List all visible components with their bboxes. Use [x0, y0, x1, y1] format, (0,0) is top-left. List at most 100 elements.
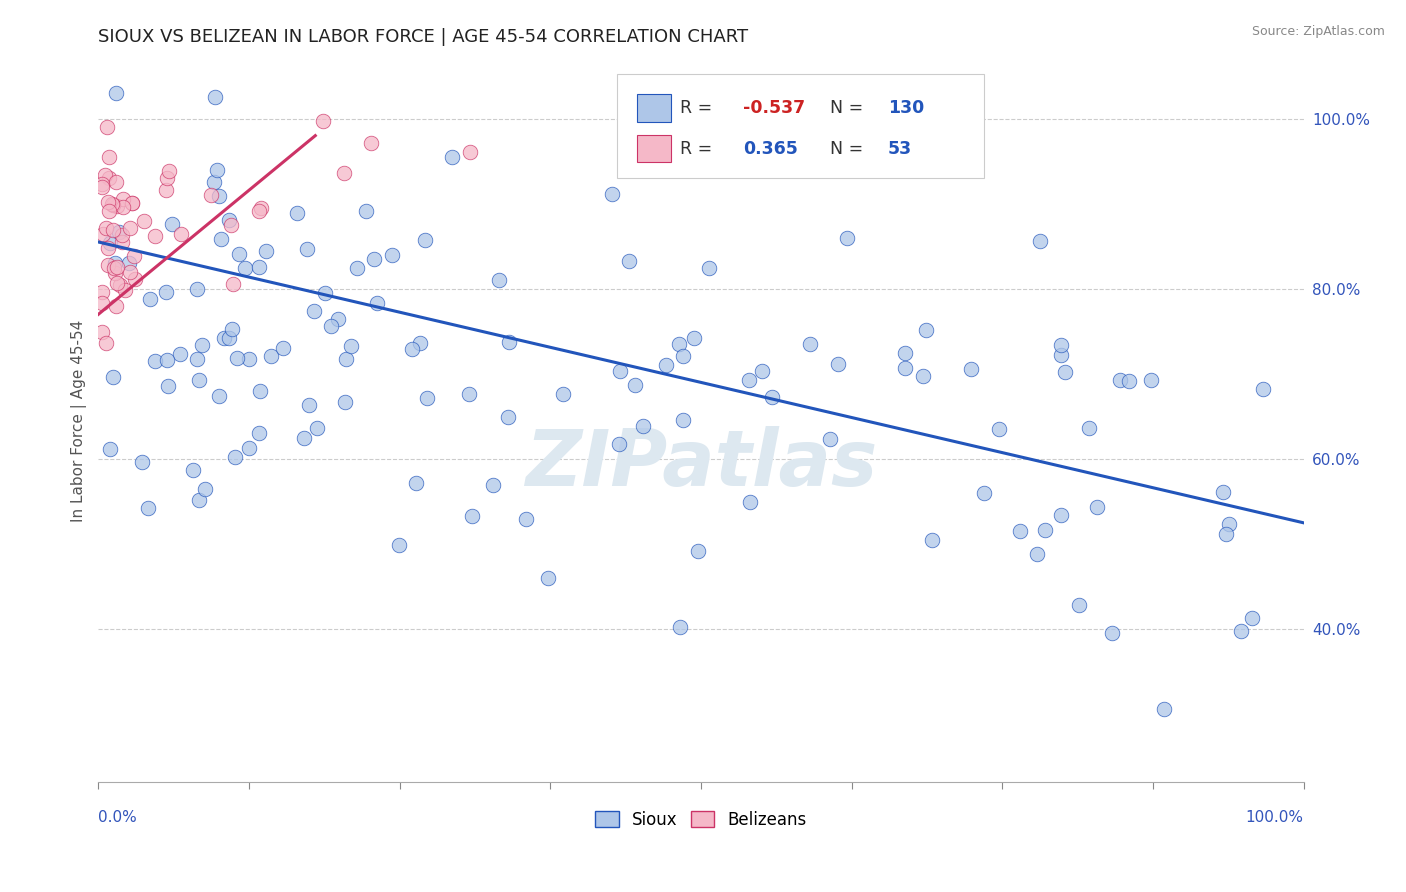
Point	[101, 197, 124, 211]
Point	[623, 377, 645, 392]
Point	[186, 283, 208, 297]
Point	[91, 296, 114, 310]
Text: R =: R =	[681, 99, 718, 117]
Point	[1215, 526, 1237, 541]
Point	[98, 150, 121, 164]
Point	[553, 386, 575, 401]
Point	[333, 395, 356, 409]
Point	[121, 195, 143, 210]
Point	[287, 206, 309, 220]
Point	[228, 246, 250, 260]
Point	[91, 325, 114, 339]
Point	[360, 136, 382, 150]
Point	[97, 203, 120, 218]
Point	[837, 231, 859, 245]
Point	[155, 285, 177, 299]
Point	[105, 277, 128, 291]
Point	[107, 260, 129, 275]
Point	[103, 256, 125, 270]
Text: 0.365: 0.365	[744, 140, 799, 158]
Point	[139, 293, 162, 307]
Point	[118, 256, 141, 270]
FancyBboxPatch shape	[637, 95, 671, 122]
Point	[101, 370, 124, 384]
Point	[103, 261, 125, 276]
Point	[157, 164, 180, 178]
Point	[366, 296, 388, 310]
Point	[413, 233, 436, 247]
Point	[1025, 547, 1047, 561]
Point	[1230, 624, 1253, 638]
Point	[440, 150, 463, 164]
Point	[697, 261, 720, 276]
Point	[1101, 626, 1123, 640]
Point	[1085, 500, 1108, 514]
Point	[156, 171, 179, 186]
Point	[1054, 365, 1077, 379]
Point	[915, 323, 938, 337]
Point	[226, 351, 249, 365]
Point	[218, 212, 240, 227]
Text: ZIPatlas: ZIPatlas	[524, 426, 877, 502]
Point	[249, 384, 271, 398]
Point	[221, 322, 243, 336]
Point	[328, 312, 350, 326]
Point	[103, 266, 125, 280]
Point	[208, 188, 231, 202]
Point	[91, 177, 114, 191]
Point	[94, 168, 117, 182]
Point	[111, 200, 134, 214]
Text: 0.0%: 0.0%	[98, 810, 138, 825]
Point	[200, 188, 222, 202]
Point	[143, 229, 166, 244]
Point	[136, 500, 159, 515]
Point	[339, 338, 361, 352]
Point	[169, 347, 191, 361]
Point	[204, 90, 226, 104]
Point	[100, 442, 122, 457]
Point	[238, 441, 260, 455]
Point	[1139, 373, 1161, 387]
Point	[894, 360, 917, 375]
Point	[105, 199, 128, 213]
Text: 53: 53	[887, 140, 912, 158]
Point	[827, 357, 849, 371]
Point	[405, 475, 427, 490]
Point	[458, 145, 481, 159]
Point	[224, 450, 246, 464]
Point	[104, 175, 127, 189]
Point	[1050, 338, 1073, 352]
Point	[122, 249, 145, 263]
Point	[537, 571, 560, 585]
Point	[143, 353, 166, 368]
Point	[132, 214, 155, 228]
Text: 100.0%: 100.0%	[1246, 810, 1303, 825]
Point	[222, 277, 245, 292]
Point	[738, 374, 761, 388]
Point	[686, 544, 709, 558]
Point	[131, 455, 153, 469]
Point	[202, 175, 225, 189]
Point	[1240, 611, 1263, 625]
Point	[912, 369, 935, 384]
Point	[94, 336, 117, 351]
Point	[655, 358, 678, 372]
Point	[333, 166, 356, 180]
Point	[921, 533, 943, 547]
Point	[93, 227, 115, 242]
Point	[94, 220, 117, 235]
Point	[238, 351, 260, 366]
Point	[233, 261, 256, 276]
Point	[104, 86, 127, 100]
Point	[1212, 484, 1234, 499]
Point	[124, 272, 146, 286]
Point	[292, 431, 315, 445]
Legend: Sioux, Belizeans: Sioux, Belizeans	[589, 805, 814, 836]
Point	[482, 478, 505, 492]
Point	[1078, 421, 1101, 435]
Point	[295, 242, 318, 256]
Point	[1218, 516, 1240, 531]
Point	[380, 248, 402, 262]
Point	[498, 409, 520, 424]
Point	[515, 512, 537, 526]
